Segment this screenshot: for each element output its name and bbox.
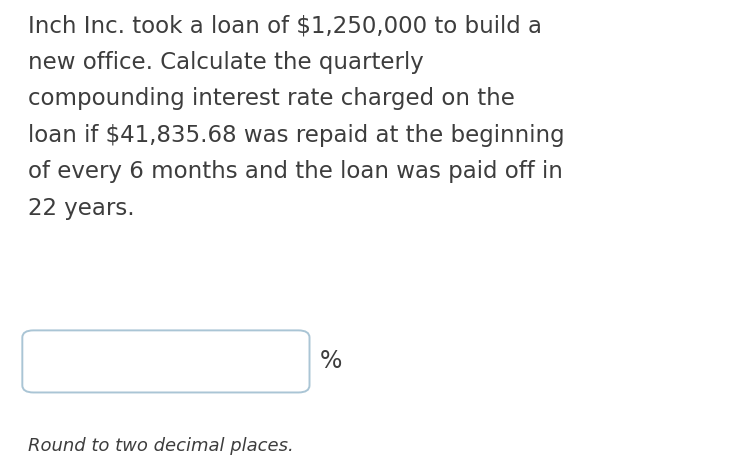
Text: Inch Inc. took a loan of $1,250,000 to build a
new office. Calculate the quarter: Inch Inc. took a loan of $1,250,000 to b… bbox=[28, 14, 565, 220]
Text: %: % bbox=[320, 349, 342, 374]
FancyBboxPatch shape bbox=[22, 330, 310, 392]
Text: Round to two decimal places.: Round to two decimal places. bbox=[28, 437, 294, 455]
